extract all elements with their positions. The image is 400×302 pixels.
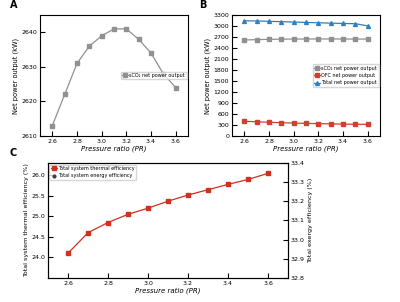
OFC net power output	[242, 120, 247, 123]
sCO₂ net power output	[99, 34, 104, 38]
sCO₂ net power output	[316, 37, 321, 41]
OFC net power output	[341, 122, 346, 126]
Y-axis label: Net power output (kW): Net power output (kW)	[204, 37, 211, 114]
Total net power output	[291, 20, 296, 24]
sCO₂ net power output	[279, 37, 284, 41]
Line: sCO₂ net power output: sCO₂ net power output	[50, 27, 178, 127]
X-axis label: Pressure ratio (PR): Pressure ratio (PR)	[135, 287, 201, 294]
Y-axis label: Total system thermal efficiency (%): Total system thermal efficiency (%)	[24, 163, 28, 278]
Total system thermal efficiency	[126, 213, 130, 216]
Legend: Total system thermal efficiency, Total system energy efficiency: Total system thermal efficiency, Total s…	[50, 165, 136, 180]
Total net power output	[328, 21, 333, 25]
Total system thermal efficiency	[246, 178, 250, 181]
OFC net power output	[316, 122, 321, 125]
Total net power output	[365, 24, 370, 28]
sCO₂ net power output	[74, 62, 79, 65]
sCO₂ net power output	[353, 37, 358, 41]
Total net power output	[254, 19, 259, 23]
Total system thermal efficiency	[106, 221, 110, 224]
OFC net power output	[279, 121, 284, 124]
Y-axis label: Total exergy efficiency (%): Total exergy efficiency (%)	[308, 178, 312, 263]
sCO₂ net power output	[161, 72, 166, 76]
sCO₂ net power output	[242, 38, 247, 42]
Total system thermal efficiency	[166, 199, 170, 203]
sCO₂ net power output	[266, 37, 271, 41]
Total system thermal efficiency	[146, 206, 150, 210]
Total net power output	[304, 21, 308, 24]
Total net power output	[242, 19, 247, 23]
sCO₂ net power output	[87, 44, 92, 48]
sCO₂ net power output	[254, 38, 259, 41]
Total system thermal efficiency	[226, 183, 230, 186]
X-axis label: Pressure ratio (PR): Pressure ratio (PR)	[81, 145, 147, 152]
OFC net power output	[304, 122, 308, 125]
sCO₂ net power output	[173, 86, 178, 89]
sCO₂ net power output	[124, 27, 129, 31]
sCO₂ net power output	[365, 37, 370, 41]
sCO₂ net power output	[149, 51, 154, 55]
Text: B: B	[200, 0, 207, 10]
Total net power output	[341, 22, 346, 25]
sCO₂ net power output	[62, 93, 67, 96]
sCO₂ net power output	[112, 27, 116, 31]
Total system thermal efficiency	[266, 172, 270, 175]
Total system thermal efficiency	[186, 193, 190, 197]
Line: Total net power output: Total net power output	[242, 19, 370, 28]
Legend: sCO₂ net power output, OFC net power output, Total net power output: sCO₂ net power output, OFC net power out…	[312, 64, 378, 87]
Text: A: A	[10, 0, 18, 10]
sCO₂ net power output	[291, 37, 296, 41]
Line: sCO₂ net power output: sCO₂ net power output	[242, 37, 370, 42]
Total net power output	[279, 20, 284, 24]
Total net power output	[266, 20, 271, 23]
OFC net power output	[254, 120, 259, 124]
Total net power output	[353, 22, 358, 25]
sCO₂ net power output	[136, 37, 141, 41]
OFC net power output	[266, 120, 271, 124]
Text: C: C	[10, 149, 17, 159]
sCO₂ net power output	[341, 37, 346, 41]
Total system thermal efficiency	[206, 188, 210, 191]
Line: OFC net power output: OFC net power output	[242, 120, 370, 126]
OFC net power output	[328, 122, 333, 126]
Y-axis label: Net power output (kW): Net power output (kW)	[12, 37, 19, 114]
sCO₂ net power output	[50, 124, 55, 127]
X-axis label: Pressure ratio (PR): Pressure ratio (PR)	[273, 145, 339, 152]
Total system thermal efficiency	[66, 252, 70, 255]
Total net power output	[316, 21, 321, 24]
OFC net power output	[365, 123, 370, 126]
OFC net power output	[291, 121, 296, 125]
Legend: sCO₂ net power output: sCO₂ net power output	[120, 72, 186, 79]
Line: Total system thermal efficiency: Total system thermal efficiency	[66, 172, 270, 255]
OFC net power output	[353, 122, 358, 126]
sCO₂ net power output	[328, 37, 333, 41]
sCO₂ net power output	[304, 37, 308, 41]
Total system thermal efficiency	[86, 231, 90, 235]
